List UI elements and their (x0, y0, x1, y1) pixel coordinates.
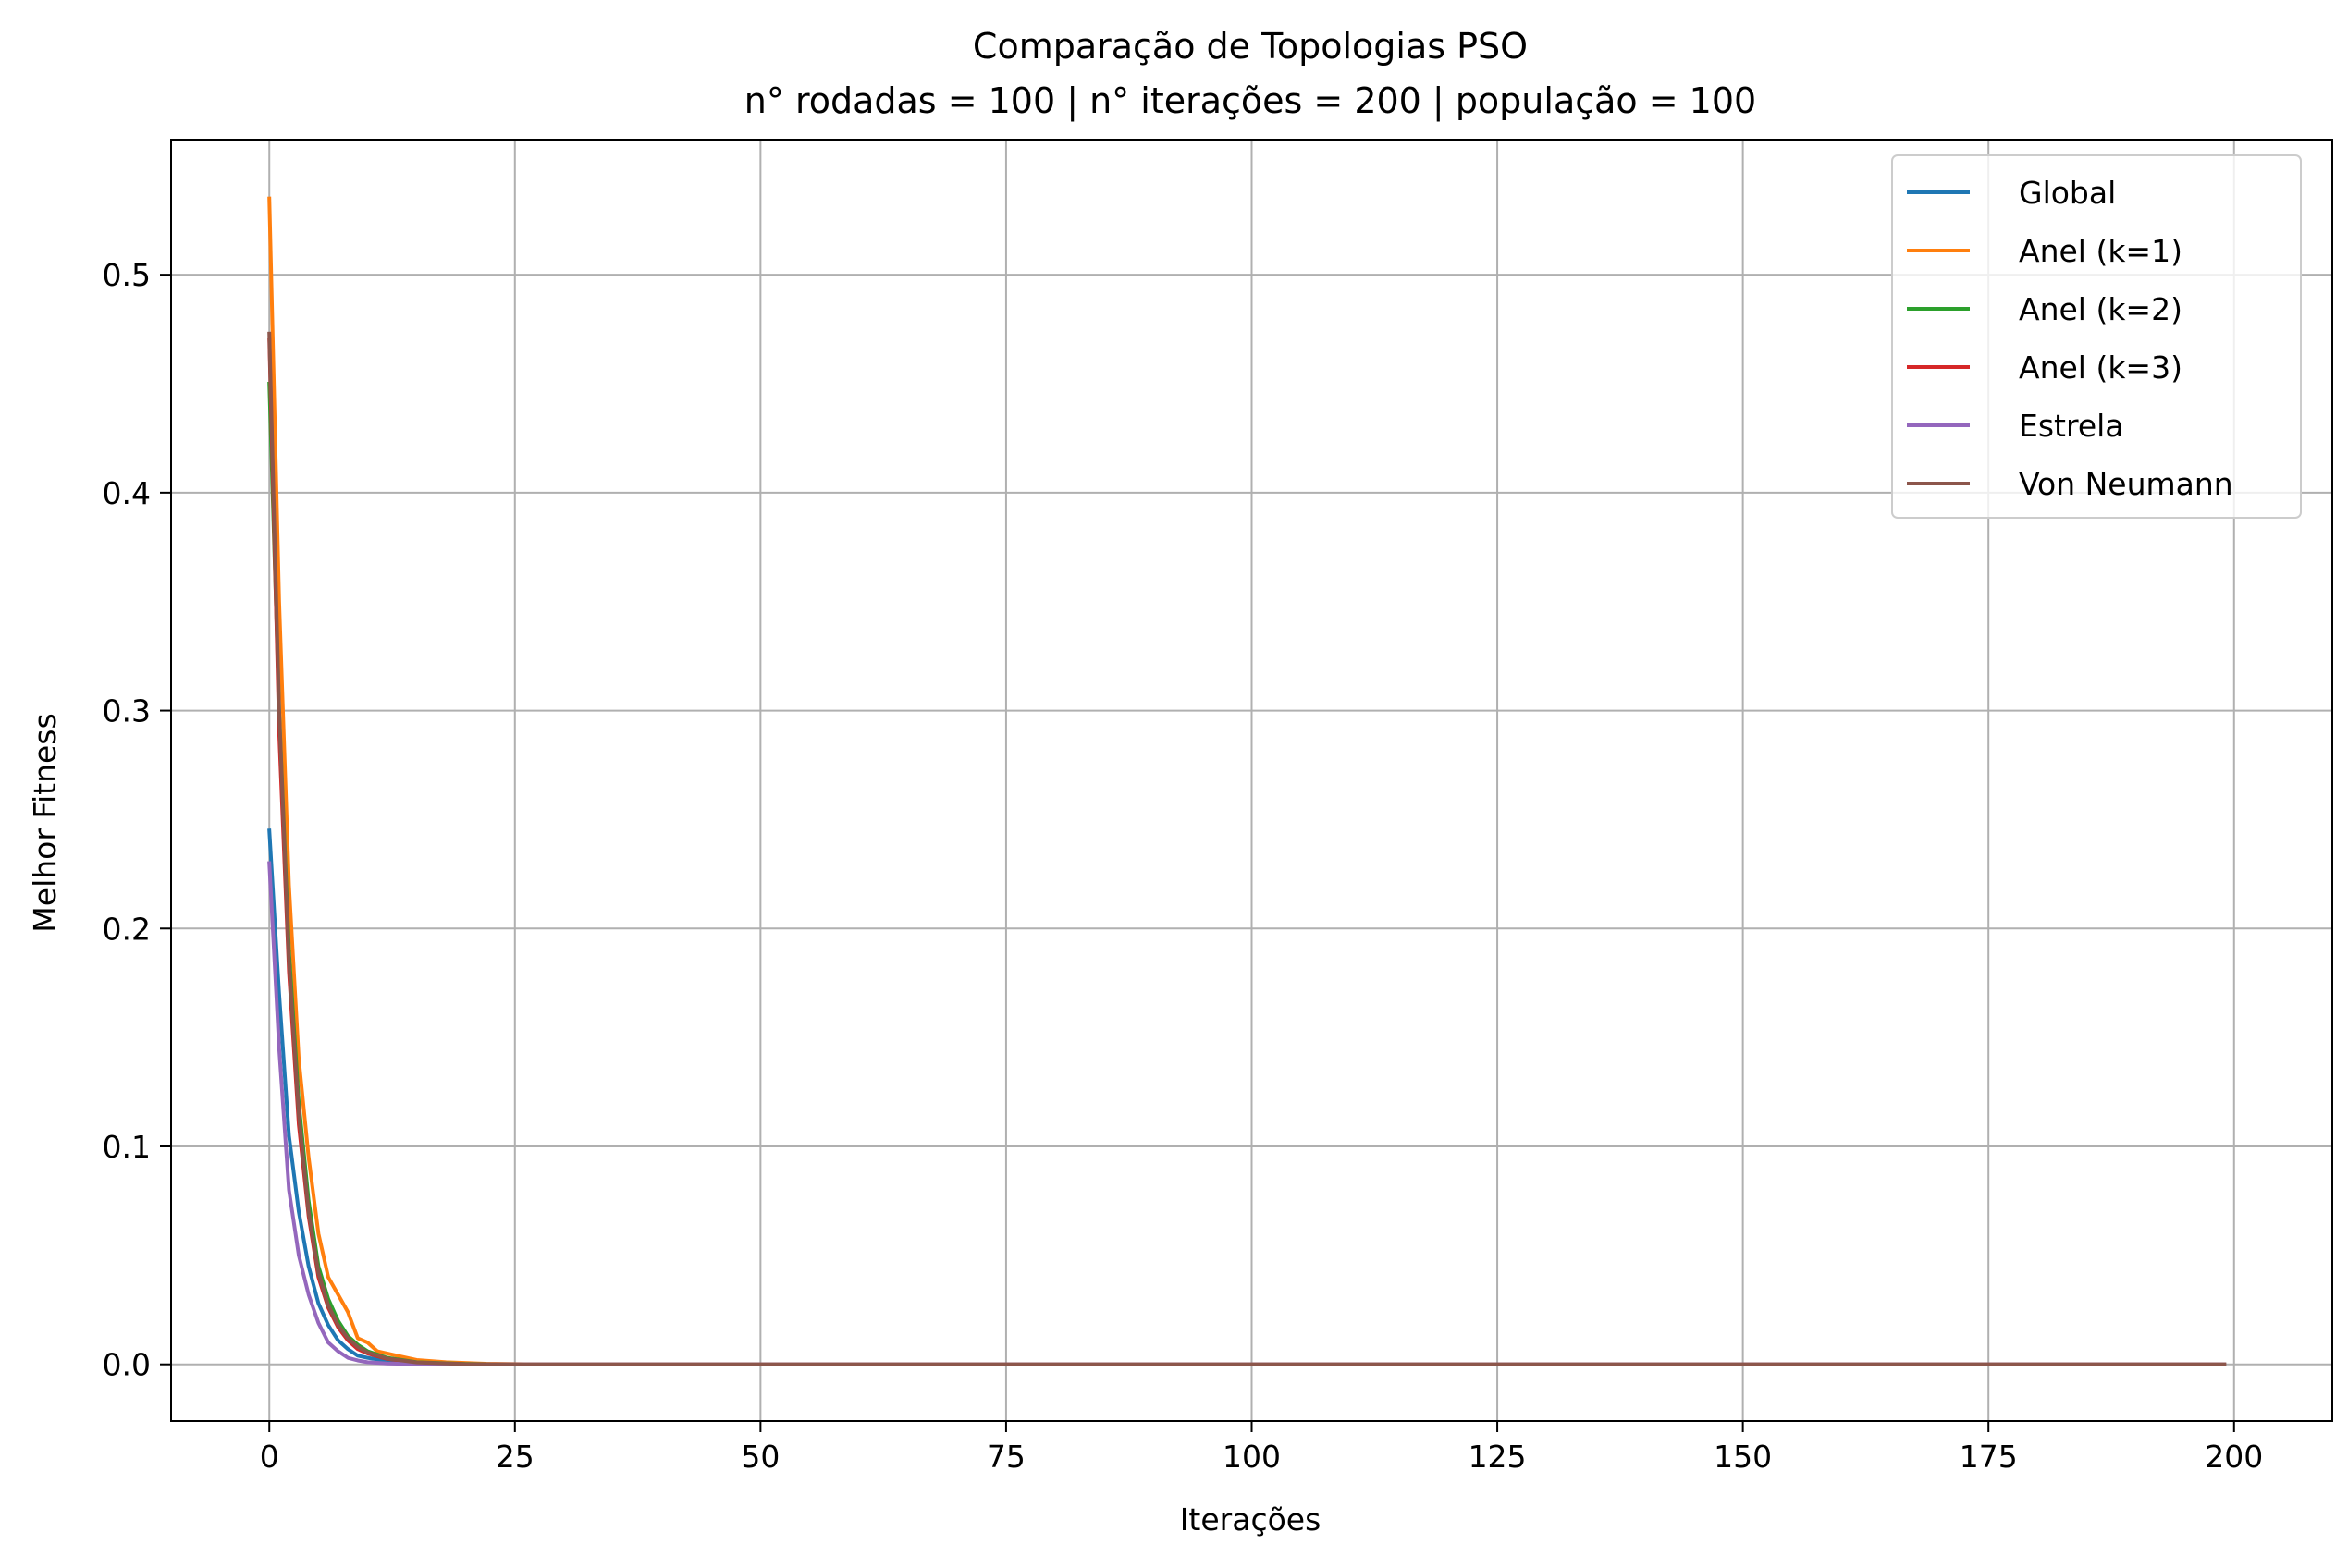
legend-label-anel-k-3: Anel (k=3) (2019, 349, 2182, 386)
chart-subtitle: n° rodadas = 100 | n° iterações = 200 | … (744, 80, 1756, 122)
legend-label-anel-k-2: Anel (k=2) (2019, 291, 2182, 327)
x-tick-label: 75 (987, 1439, 1026, 1475)
y-tick-label: 0.0 (103, 1347, 151, 1383)
chart-title: Comparação de Topologias PSO (973, 26, 1528, 67)
x-tick-label: 25 (496, 1439, 535, 1475)
y-tick-label: 0.2 (103, 911, 151, 947)
x-tick-label: 200 (2205, 1439, 2263, 1475)
x-tick-label: 150 (1714, 1439, 1772, 1475)
legend: Global Anel (k=1) Anel (k=2) Anel (k=3) Estr… (1891, 154, 2302, 519)
series-line-estrela (267, 861, 2227, 1366)
grid (171, 140, 2332, 1421)
y-tick-label: 0.4 (103, 475, 151, 511)
y-axis-label: Melhor Fitness (27, 713, 63, 932)
series-lines (267, 196, 2227, 1366)
x-tick-label: 0 (260, 1439, 279, 1475)
x-axis-label: Iterações (1180, 1501, 1322, 1537)
y-axis-ticks: 0.0 0.1 0.2 0.3 0.4 0.5 (103, 257, 171, 1383)
y-tick-label: 0.3 (103, 693, 151, 729)
x-tick-label: 125 (1469, 1439, 1527, 1475)
x-tick-label: 100 (1223, 1439, 1281, 1475)
x-tick-label: 50 (741, 1439, 780, 1475)
legend-box (1891, 154, 2302, 519)
legend-label-estrela: Estrela (2019, 408, 2124, 444)
x-tick-label: 175 (1960, 1439, 2018, 1475)
x-axis-ticks: 0 25 50 75 100 125 150 175 200 (260, 1421, 2263, 1475)
series-line-von-neumann (267, 331, 2227, 1366)
y-tick-label: 0.1 (103, 1129, 151, 1165)
legend-label-anel-k-1: Anel (k=1) (2019, 233, 2182, 269)
legend-label-global: Global (2019, 175, 2116, 211)
legend-label-von-neumann: Von Neumann (2019, 466, 2233, 502)
y-tick-label: 0.5 (103, 257, 151, 293)
